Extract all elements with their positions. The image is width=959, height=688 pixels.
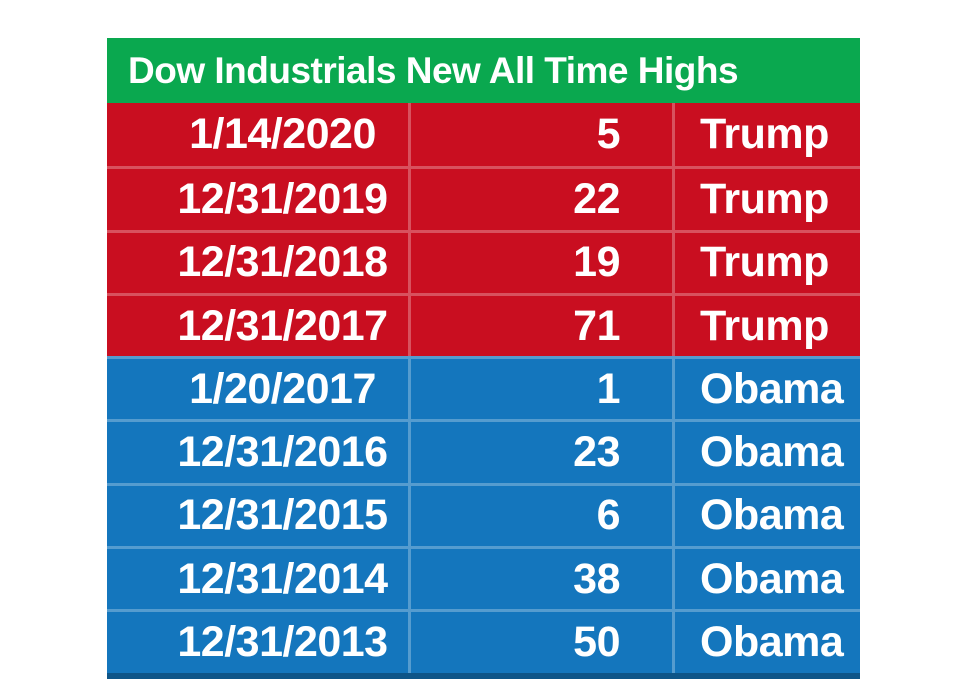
table-row: 1/14/2020 5 Trump [107,103,860,167]
count-cell: 22 [408,169,672,230]
president-cell: Trump [672,103,860,167]
president-cell: Trump [672,169,860,230]
president-cell: Obama [672,485,860,547]
table-title: Dow Industrials New All Time Highs [128,49,739,91]
date-cell: 12/31/2019 [177,174,388,223]
president-cell: Obama [672,359,860,420]
date-cell: 1/20/2017 [189,364,376,413]
count-cell: 23 [408,422,672,483]
table-row: 12/31/2019 22 Trump [107,166,860,230]
table-row: 12/31/2015 6 Obama [107,482,860,547]
date-cell: 12/31/2013 [177,618,388,667]
table-row: 12/31/2017 71 Trump [107,292,860,357]
date-cell: 12/31/2017 [177,301,388,350]
table-body: 1/14/2020 5 Trump 12/31/2019 22 Trump 12… [107,103,860,679]
count-cell: 1 [408,359,672,420]
date-cell: 12/31/2015 [177,491,388,540]
table-row: 12/31/2016 23 Obama [107,419,860,483]
president-cell: Obama [672,422,860,483]
dow-highs-table: Dow Industrials New All Time Highs 1/14/… [107,38,860,679]
count-cell: 5 [408,103,672,167]
date-cell: 1/14/2020 [189,110,376,159]
president-cell: Trump [672,232,860,293]
table-row: 12/31/2014 38 Obama [107,546,860,610]
count-cell: 6 [408,485,672,547]
table-row: 12/31/2013 50 Obama [107,609,860,679]
president-cell: Obama [672,549,860,610]
date-cell: 12/31/2016 [177,428,388,477]
date-cell: 12/31/2014 [177,554,388,603]
table-row: 12/31/2018 19 Trump [107,229,860,293]
president-cell: Obama [672,612,860,673]
table-row: 1/20/2017 1 Obama [107,356,860,420]
count-cell: 71 [408,295,672,357]
count-cell: 38 [408,549,672,610]
table-title-bar: Dow Industrials New All Time Highs [107,38,860,103]
count-cell: 19 [408,232,672,293]
count-cell: 50 [408,612,672,673]
date-cell: 12/31/2018 [177,238,388,287]
president-cell: Trump [672,295,860,357]
